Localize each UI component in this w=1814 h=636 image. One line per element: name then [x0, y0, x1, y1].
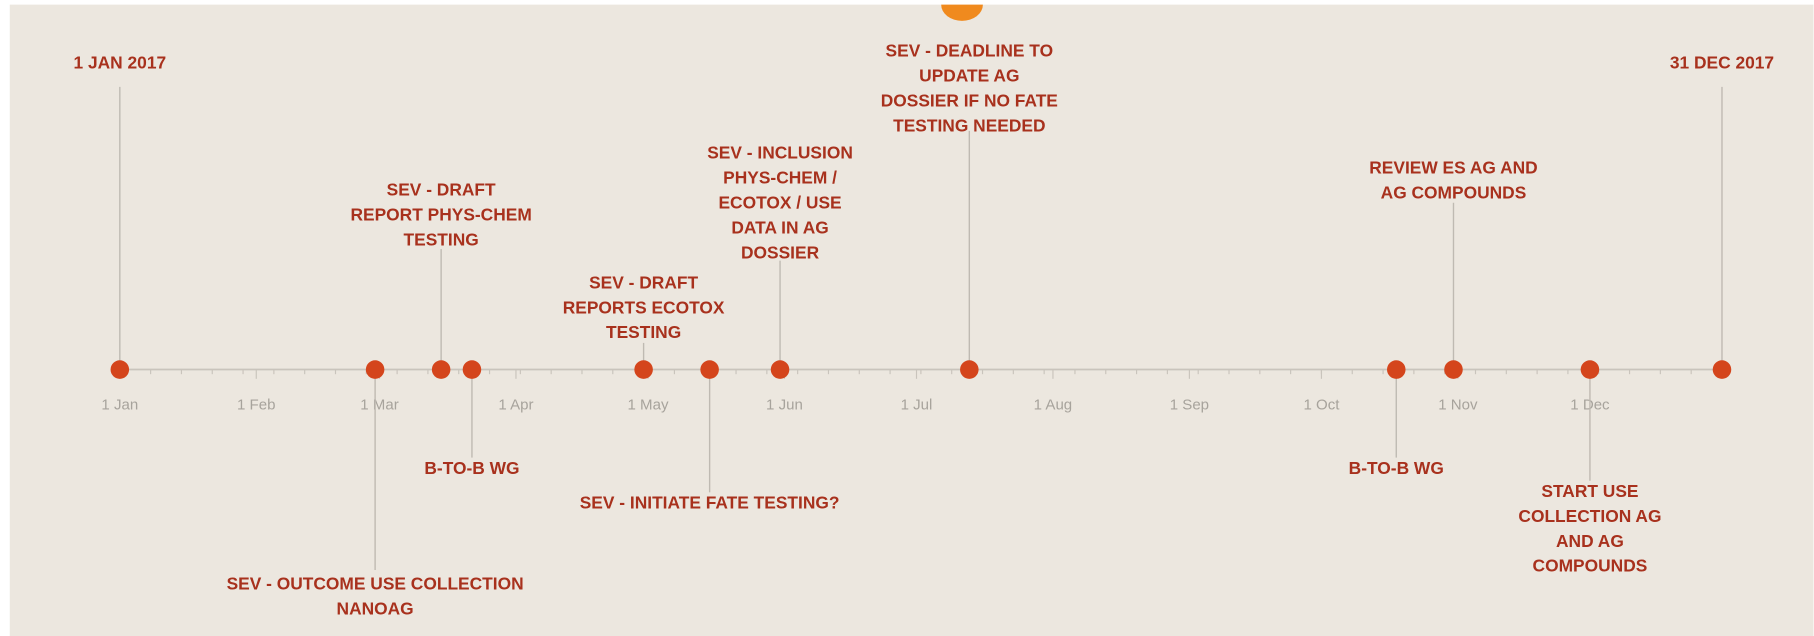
event-dot	[431, 360, 451, 379]
event-label: COMPOUNDS	[1533, 556, 1648, 576]
event-label: REPORT PHYS-CHEM	[350, 205, 531, 225]
month-label: 1 Sep	[1170, 396, 1209, 413]
event-dot	[110, 360, 130, 379]
event-label: TESTING NEEDED	[893, 115, 1045, 135]
event-label: B-TO-B WG	[1349, 458, 1444, 478]
month-label: 1 May	[628, 396, 669, 413]
event-label: AND AG	[1556, 531, 1624, 551]
event-label: SEV - INCLUSION	[707, 143, 853, 163]
month-label: 1 Apr	[498, 396, 533, 413]
event-label: REPORTS ECOTOX	[563, 297, 725, 317]
event-label: SEV - DEADLINE TO	[886, 41, 1054, 61]
event-dot	[462, 360, 482, 379]
event-dot	[770, 360, 790, 379]
month-label: 1 Jul	[901, 396, 933, 413]
event-label: 31 DEC 2017	[1670, 52, 1774, 72]
month-label: 1 Jan	[101, 396, 138, 413]
event-label: SEV - DRAFT	[387, 180, 496, 200]
event-label: REVIEW ES AG AND	[1369, 158, 1537, 178]
event-label: SEV - INITIATE FATE TESTING?	[580, 493, 840, 513]
event-dot	[1444, 360, 1463, 379]
event-label: B-TO-B WG	[424, 458, 519, 478]
event-dot	[960, 360, 979, 379]
event-dot	[1712, 360, 1732, 379]
top-handle	[941, 4, 983, 21]
month-label: 1 Aug	[1034, 396, 1073, 413]
event-label: DATA IN AG	[731, 217, 828, 237]
month-label: 1 Jun	[766, 396, 803, 413]
month-label: 1 Nov	[1438, 396, 1478, 413]
panel	[9, 4, 1814, 636]
event-label: NANOAG	[337, 599, 414, 619]
event-label: AG COMPOUNDS	[1381, 183, 1527, 203]
event-dot	[700, 360, 719, 379]
month-label: 1 Feb	[237, 396, 275, 413]
event-label: PHYS-CHEM /	[723, 168, 837, 188]
month-label: 1 Mar	[360, 396, 398, 413]
event-dot	[365, 360, 385, 379]
event-label: SEV - OUTCOME USE COLLECTION	[227, 574, 524, 594]
event-label: SEV - DRAFT	[589, 272, 698, 292]
event-label: DOSSIER	[741, 242, 820, 262]
event-label: 1 JAN 2017	[73, 52, 166, 72]
event-dot	[1580, 360, 1600, 379]
event-label: TESTING	[404, 230, 479, 250]
event-label: UPDATE AG	[919, 66, 1019, 86]
event-dot	[634, 360, 653, 379]
month-label: 1 Oct	[1303, 396, 1340, 413]
event-label: TESTING	[606, 322, 681, 342]
event-label: COLLECTION AG	[1518, 506, 1661, 526]
event-label: START USE	[1541, 481, 1638, 501]
event-dot	[1387, 360, 1406, 379]
event-label: ECOTOX / USE	[718, 192, 841, 212]
event-label: DOSSIER IF NO FATE	[881, 91, 1058, 111]
